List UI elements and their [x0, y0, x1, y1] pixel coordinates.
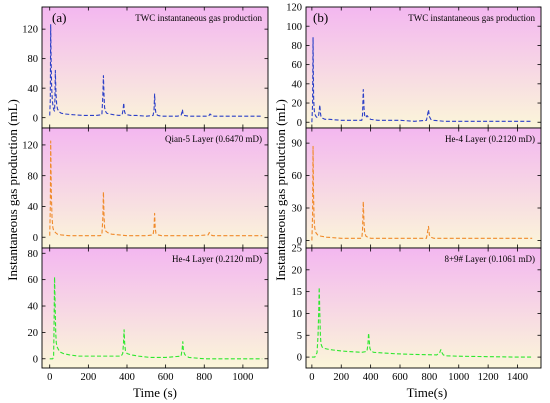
panel-a-row1-ytick-label: 0 — [33, 233, 38, 244]
panel-a-row2-ytick-label: 40 — [28, 302, 39, 313]
panel-b-row2-ytick-label: 20 — [292, 265, 303, 276]
panel-b-row2-xtick-label: 800 — [422, 372, 438, 383]
panel-b-row0-ytick-label: 80 — [292, 41, 303, 52]
panel-a-row2-xtick-label: 600 — [158, 372, 174, 383]
panel-a-row2-ytick-label: 20 — [28, 328, 39, 339]
panel-a-row1-title: Qian-5 Layer (0.6470 mD) — [165, 134, 262, 144]
panel-b-row2-xtick-label: 600 — [392, 372, 408, 383]
panel-b-row2-plot-area — [306, 248, 541, 368]
panel-b-row0-ytick-label: 20 — [292, 99, 303, 110]
panel-b-row2-xtick-label: 200 — [333, 372, 349, 383]
panel-a-row2-title: He-4 Layer (0.2120 mD) — [172, 254, 262, 264]
panel-b-row0-plot-area — [306, 7, 541, 128]
panel-b-row2-title: 8+9# Layer (0.1061 mD) — [444, 254, 535, 264]
panel-b-letter: (b) — [313, 10, 328, 25]
panel-b-row2-xtick-label: 1000 — [448, 372, 469, 383]
panel-b-row2-xtick-label: 0 — [309, 372, 314, 383]
x-axis-label-left: Time (s) — [133, 385, 177, 400]
panel-a-row1-series-line — [49, 140, 263, 237]
panel-b-row0-ytick-label: 100 — [286, 22, 302, 33]
panel-b-row2-xtick-label: 1400 — [507, 372, 528, 383]
panel-b-row2-ytick-label: 5 — [297, 331, 302, 342]
panel-a-row0-ytick-label: 40 — [28, 84, 39, 95]
panel-b-row2-series-line — [311, 286, 533, 358]
y-axis-label-left: Instantaneous gas production (mL) — [5, 99, 20, 281]
panel-b-row0-ytick-label: 120 — [286, 3, 302, 14]
panel-b-row1-ytick-label: 0 — [297, 236, 302, 247]
panel-b-row1-plot-area — [306, 128, 541, 248]
panel-a-row1-plot-area — [42, 128, 268, 248]
panel-a-row0-title: TWC instantaneous gas production — [135, 13, 262, 23]
panel-a-row0-ytick-label: 120 — [22, 25, 38, 36]
panel-a-row2-xtick-label: 200 — [80, 372, 96, 383]
panel-a-row0-series-line — [49, 24, 263, 117]
panel-b-row0-ytick-label: 40 — [292, 79, 303, 90]
panel-b-row2-xtick-label: 1200 — [478, 372, 499, 383]
panel-b-row2-ytick-label: 0 — [297, 353, 302, 364]
panel-b-row2-xtick-label: 400 — [363, 372, 379, 383]
panel-a-letter: (a) — [52, 10, 66, 25]
panel-b-row2-ytick-label: 10 — [292, 309, 303, 320]
panel-a-row2-frame — [41, 247, 269, 369]
panel-b-row2-ytick-label: 25 — [292, 244, 303, 255]
panel-a-row1-ytick-label: 120 — [22, 141, 38, 152]
panel-a-row2-xtick-label: 400 — [119, 372, 135, 383]
panel-a-row0-plot-area — [42, 7, 268, 128]
panel-b-row0-ytick-label: 0 — [297, 118, 302, 129]
panel-a-row2-xtick-label: 800 — [196, 372, 212, 383]
panel-a-row1-ytick-label: 40 — [28, 202, 39, 213]
panel-a-row2-xtick-label: 0 — [47, 372, 52, 383]
panel-b-row2-frame — [305, 247, 542, 369]
panel-a-row2-ytick-label: 0 — [33, 354, 38, 365]
panel-b-row1-ytick-label: 90 — [292, 139, 303, 150]
panel-a-row2-ytick-label: 80 — [28, 249, 39, 260]
panel-a-row2-series-line — [49, 276, 263, 360]
panel-b-row0-ytick-label: 60 — [292, 60, 303, 71]
panel-b-row1-ytick-label: 60 — [292, 171, 303, 182]
panel-b-row2-ytick-label: 15 — [292, 287, 303, 298]
panel-b-row1-series-line — [311, 145, 533, 241]
panel-b-row1-ytick-label: 30 — [292, 204, 303, 215]
panel-a-row1-ytick-label: 80 — [28, 171, 39, 182]
panel-b-row1-title: He-4 Layer (0.2120 mD) — [445, 134, 535, 144]
panel-a-row2-plot-area — [42, 248, 268, 368]
panel-a-row0-ytick-label: 0 — [33, 113, 38, 124]
y-axis-label-right: Instantaneous gas production (mL) — [273, 99, 288, 281]
panel-a-row0-ytick-label: 80 — [28, 54, 39, 65]
panel-b-row0-series-line — [311, 37, 533, 123]
panel-a-row2-ytick-label: 60 — [28, 275, 39, 286]
panel-a-row2-xtick-label: 1000 — [232, 372, 253, 383]
panel-b-row0-title: TWC instantaneous gas production — [408, 13, 535, 23]
x-axis-label-right: Time(s) — [407, 385, 448, 400]
